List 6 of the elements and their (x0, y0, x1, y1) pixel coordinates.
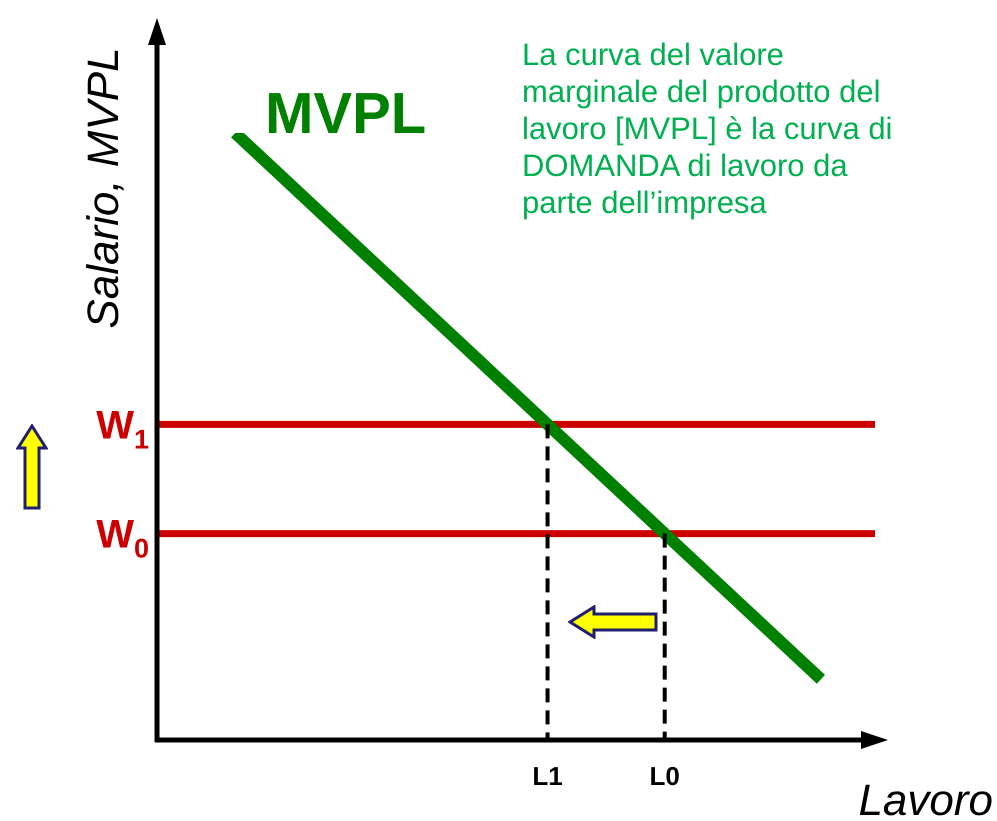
x-tick-label: L1 (532, 761, 563, 791)
x-tick-label: L0 (650, 761, 680, 791)
y-axis-title: Salario, MVPL (79, 47, 128, 329)
series-label: MVPL (265, 81, 426, 146)
x-axis-title: Lavoro (858, 776, 993, 821)
annotation: La curva del valore marginale del prodotto del lavoro [MVPL] è la curva di DOMANDA di lavoro da parte dell’impresa (522, 36, 894, 221)
